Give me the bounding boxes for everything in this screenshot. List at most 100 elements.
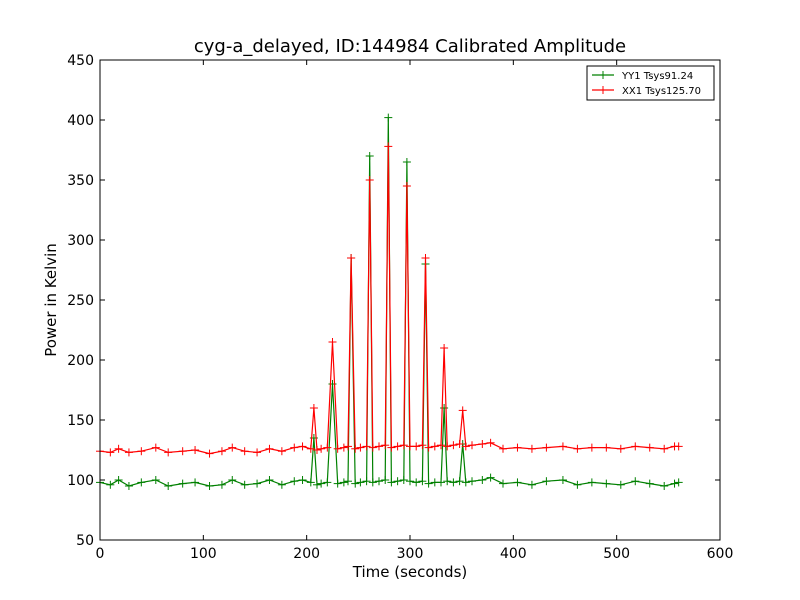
- data-point: [437, 441, 445, 450]
- y-tick-label: 450: [67, 53, 94, 69]
- data-point: [106, 448, 115, 457]
- data-point: [616, 444, 625, 453]
- y-tick-label: 150: [67, 413, 94, 429]
- x-tick-label: 600: [707, 546, 734, 562]
- data-point: [178, 447, 187, 456]
- data-point: [384, 142, 393, 151]
- data-point: [240, 480, 249, 489]
- data-point: [240, 447, 249, 456]
- data-point: [440, 344, 449, 352]
- data-point: [381, 441, 390, 450]
- y-tick-label: 400: [67, 113, 94, 129]
- data-point: [645, 443, 654, 452]
- legend-label: YY1 Tsys91.24: [621, 71, 693, 82]
- data-point: [542, 443, 551, 452]
- data-point: [347, 254, 356, 262]
- data-point: [365, 176, 374, 184]
- chart-title: cyg-a_delayed, ID:144984 Calibrated Ampl…: [194, 36, 626, 57]
- y-tick-label: 100: [67, 473, 94, 489]
- x-tick-label: 200: [293, 546, 320, 562]
- data-point: [631, 442, 640, 451]
- data-point: [205, 449, 214, 458]
- legend-entry: YY1 Tsys91.24: [592, 71, 693, 82]
- data-point: [106, 480, 115, 489]
- data-point: [298, 442, 307, 451]
- data-point: [191, 446, 200, 454]
- data-point: [356, 443, 365, 452]
- data-point: [323, 478, 332, 487]
- data-point: [375, 442, 383, 451]
- data-point: [277, 447, 286, 456]
- data-point: [631, 477, 640, 486]
- data-point: [217, 447, 226, 456]
- data-point: [486, 438, 495, 447]
- data-point: [486, 473, 495, 482]
- data-point: [124, 448, 133, 457]
- data-point: [362, 442, 371, 451]
- data-point: [393, 477, 402, 486]
- data-point: [499, 444, 507, 453]
- data-point: [616, 480, 625, 489]
- data-point: [339, 478, 348, 487]
- data-point: [339, 443, 348, 452]
- y-tick-label: 200: [67, 353, 94, 369]
- data-point: [455, 440, 464, 448]
- data-point: [191, 478, 200, 487]
- data-point: [317, 479, 326, 488]
- data-point: [499, 479, 507, 488]
- data-point: [455, 477, 464, 486]
- data-point: [306, 444, 315, 453]
- data-point: [328, 338, 337, 346]
- data-point: [313, 446, 321, 454]
- data-point: [306, 478, 315, 487]
- data-point: [418, 441, 427, 450]
- data-point: [344, 442, 352, 451]
- legend-label: XX1 Tsys125.70: [622, 86, 701, 97]
- data-point: [114, 444, 123, 453]
- data-point: [290, 477, 299, 486]
- x-tick-label: 0: [96, 546, 105, 562]
- data-point: [351, 444, 360, 453]
- data-point: [317, 444, 326, 453]
- y-tick-label: 300: [67, 233, 94, 249]
- data-point: [384, 113, 393, 122]
- data-point: [277, 480, 286, 489]
- data-point: [412, 478, 421, 487]
- data-point: [178, 479, 187, 488]
- data-point: [587, 478, 596, 487]
- data-point: [424, 479, 433, 488]
- data-point: [323, 443, 332, 452]
- data-point: [558, 476, 567, 484]
- data-point: [461, 478, 470, 487]
- data-point: [356, 478, 365, 487]
- data-point: [387, 443, 396, 452]
- data-point: [344, 477, 352, 486]
- data-point: [437, 478, 445, 487]
- data-point: [602, 443, 611, 452]
- data-point: [137, 447, 146, 456]
- data-point: [375, 477, 383, 486]
- data-point: [351, 479, 360, 488]
- data-point: [587, 443, 596, 452]
- series-layer: [96, 113, 683, 490]
- data-point: [402, 182, 411, 190]
- data-point: [468, 441, 476, 450]
- data-point: [265, 444, 274, 453]
- data-point: [443, 442, 452, 451]
- data-point: [461, 442, 470, 451]
- legend-entry: XX1 Tsys125.70: [592, 86, 701, 97]
- data-point: [542, 477, 551, 486]
- data-point: [558, 442, 567, 451]
- data-point: [674, 478, 683, 487]
- data-point: [449, 441, 458, 450]
- x-tick-label: 400: [500, 546, 527, 562]
- data-point: [674, 442, 683, 451]
- series-line-1: [99, 146, 679, 455]
- x-tick-label: 100: [190, 546, 217, 562]
- data-point: [137, 478, 146, 487]
- data-point: [151, 443, 160, 452]
- data-point: [573, 444, 582, 453]
- data-point: [368, 478, 377, 487]
- data-point: [513, 443, 522, 452]
